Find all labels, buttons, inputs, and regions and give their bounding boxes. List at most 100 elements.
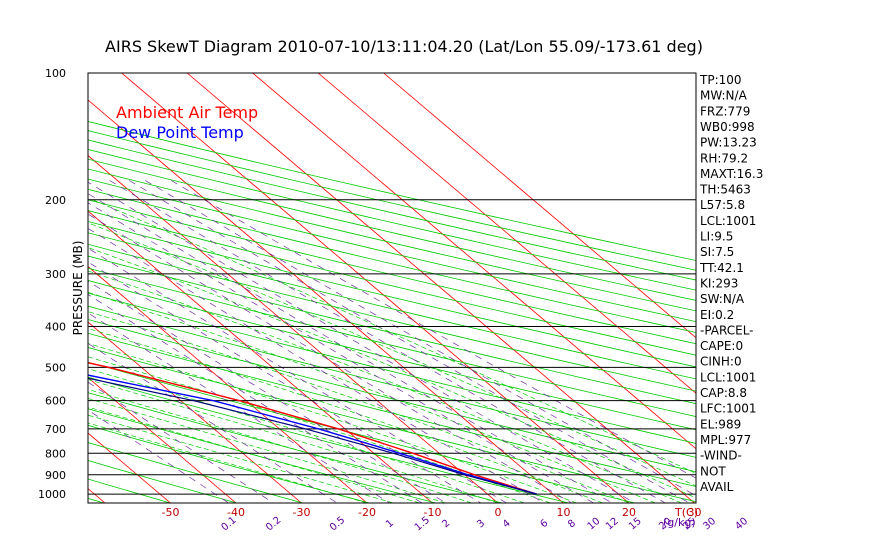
mixing-ratio-tick-label: 12 <box>604 516 621 533</box>
legend-ambient-air-temp: Ambient Air Temp <box>116 103 258 122</box>
index-item: MAXT:16.3 <box>700 167 763 181</box>
index-item: -WIND- <box>700 449 742 463</box>
index-item: FRZ:779 <box>700 104 750 118</box>
mixing-ratio-line <box>88 294 423 503</box>
grid-layer <box>0 73 696 503</box>
mixing-ratio-line <box>88 312 390 503</box>
isotherm-line <box>88 321 302 503</box>
moist-adiabat-line <box>88 328 603 503</box>
isotherm-line <box>186 73 695 503</box>
pressure-tick-label: 1000 <box>38 488 66 501</box>
isotherm-line <box>88 155 499 503</box>
index-item: PW:13.23 <box>700 136 757 150</box>
index-item: TT:42.1 <box>699 261 744 275</box>
moist-adiabat-line <box>88 311 630 503</box>
mixing-ratio-line <box>88 213 572 503</box>
dry-adiabat-line <box>88 408 436 503</box>
index-item: EL:989 <box>700 417 741 431</box>
index-item: CAP:8.8 <box>700 386 747 400</box>
bottom-temp-tick-label: 0 <box>495 506 502 519</box>
dew-point-temp-curve <box>88 374 537 495</box>
index-item: KI:293 <box>700 276 738 290</box>
mixing-ratio-line <box>145 180 696 497</box>
mixing-ratio-tick-label: 2 <box>440 518 452 531</box>
moist-adiabat-line <box>88 270 682 503</box>
plot-frame <box>87 72 697 504</box>
dry-adiabat-line <box>88 255 696 405</box>
mixing-ratio-line <box>88 202 594 503</box>
mixing-ratio-line <box>88 181 636 503</box>
moist-adiabat-line <box>88 422 368 503</box>
isotherm-line <box>317 73 696 394</box>
bottom-temp-tick-label: -10 <box>424 506 442 519</box>
bottom-temp-ticks: -50 -40 -30 -20 -10 0 10 20 30 <box>162 506 702 519</box>
index-item: SW:N/A <box>700 292 745 306</box>
bottom-temp-tick-label: -50 <box>162 506 180 519</box>
dry-adiabat-line <box>88 232 696 380</box>
dry-adiabat-line <box>0 73 37 503</box>
index-item: LCL:1001 <box>700 214 756 228</box>
legend-dew-point-temp: Dew Point Temp <box>116 123 244 142</box>
dry-adiabat-line <box>88 376 569 503</box>
mixing-ratio-line <box>88 247 507 503</box>
index-item: CINH:0 <box>700 355 742 369</box>
bottom-temp-tick-label: 20 <box>622 506 636 519</box>
index-item: MPL:977 <box>700 433 751 447</box>
index-item: MW:N/A <box>700 89 748 103</box>
pressure-tick-label: 600 <box>45 395 66 408</box>
profile-curves <box>88 362 537 495</box>
dry-adiabat-line <box>88 319 696 473</box>
dry-adiabat-line <box>88 130 696 271</box>
moist-adiabat-line <box>92 199 696 474</box>
moist-adiabat-line <box>88 398 446 503</box>
dry-adiabat-line <box>88 332 696 487</box>
dry-adiabat-line <box>88 424 370 503</box>
pressure-tick-label: 800 <box>45 447 66 460</box>
mixing-ratio-tick-label: 8 <box>566 518 578 531</box>
bottom-temp-tick-label: 10 <box>557 506 571 519</box>
index-item: CAPE:0 <box>700 339 743 353</box>
mixing-ratio-line <box>88 261 481 503</box>
isotherm-line <box>88 377 237 503</box>
mixing-ratio-line <box>129 180 690 503</box>
moist-adiabat-line <box>88 343 577 503</box>
isotherm-line <box>88 266 368 503</box>
mixing-axis-label: (g/kg) <box>663 516 696 529</box>
isotherm-line <box>383 73 696 339</box>
pressure-tick-label: 300 <box>45 268 66 281</box>
bottom-temp-tick-label: -20 <box>358 506 376 519</box>
index-item: RH:79.2 <box>700 151 748 165</box>
mixing-ratio-line <box>109 180 666 503</box>
dry-adiabat-line <box>88 280 696 431</box>
index-item: EI:0.2 <box>700 308 734 322</box>
index-item: AVAIL <box>700 480 734 494</box>
dry-adiabat-line <box>88 210 696 356</box>
mixing-ratio-line <box>88 409 229 503</box>
dry-adiabat-line <box>88 139 696 281</box>
mixing-ratio-tick-label: 1 <box>384 518 396 531</box>
isotherm-line <box>88 99 564 503</box>
mixing-ratio-tick-label: 0.5 <box>328 515 347 534</box>
pressure-tick-label: 100 <box>45 67 66 80</box>
bottom-temp-tick-label: -40 <box>227 506 245 519</box>
pressure-tick-label: 500 <box>45 361 66 374</box>
moist-adiabat-line <box>88 389 472 503</box>
t-axis-label: T(C) <box>674 506 698 519</box>
dry-adiabat-line <box>88 347 696 503</box>
mixing-ratio-line <box>88 381 274 503</box>
dry-adiabat-line <box>88 158 696 301</box>
dry-adiabat-line <box>88 221 696 368</box>
index-item: TH:5463 <box>699 183 751 197</box>
dry-adiabat-line <box>88 149 696 291</box>
pressure-tick-label: 700 <box>45 423 66 436</box>
mixing-ratio-tick-label: 3 <box>475 518 487 531</box>
isotherm-line <box>0 73 40 503</box>
moist-adiabat-line <box>88 222 696 487</box>
mixing-ratio-tick-label: 0.2 <box>264 515 283 534</box>
dry-adiabat-line <box>88 243 696 392</box>
mixing-ratio-line <box>88 280 447 503</box>
index-item: -PARCEL- <box>700 323 754 337</box>
dry-adiabat-line <box>88 199 696 345</box>
